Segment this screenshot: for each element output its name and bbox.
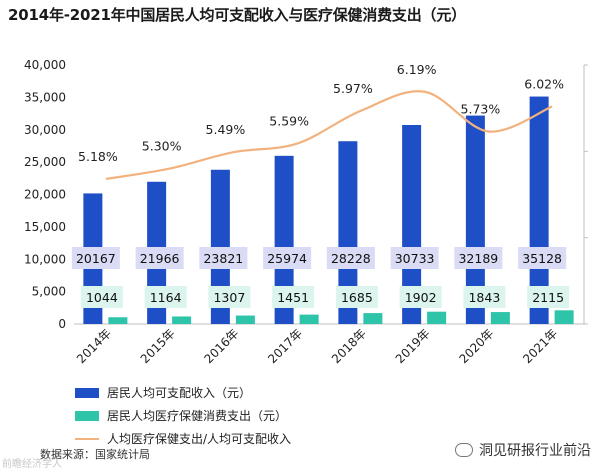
medical-label-box — [144, 286, 187, 308]
x-tick-label: 2021年 — [520, 326, 560, 366]
medical-label-box — [208, 286, 251, 308]
y-tick-label: 35,000 — [24, 90, 66, 104]
y-tick-label: 25,000 — [24, 155, 66, 169]
bar-medical — [172, 316, 192, 324]
medical-value-label: 1044 — [86, 290, 118, 305]
y-tick-label: 5,000 — [32, 285, 66, 299]
income-value-label: 23821 — [203, 251, 243, 266]
bar-income — [338, 141, 358, 324]
income-value-label: 32189 — [458, 251, 498, 266]
bar-income — [274, 155, 294, 324]
income-value-label: 21966 — [140, 251, 180, 266]
medical-value-label: 1902 — [405, 290, 437, 305]
x-tick-label: 2019年 — [393, 326, 433, 366]
income-value-label: 25974 — [267, 251, 307, 266]
ratio-line — [105, 90, 553, 181]
income-value-label: 28228 — [331, 251, 371, 266]
income-label-box — [199, 247, 248, 269]
x-tick-label: 2016年 — [202, 326, 242, 366]
ratio-label: 5.49% — [206, 122, 246, 137]
y-tick-label: 0 — [58, 317, 66, 331]
income-label-box — [263, 247, 312, 269]
income-label-box — [518, 247, 567, 269]
medical-value-label: 1164 — [150, 290, 182, 305]
medical-value-label: 1843 — [468, 290, 500, 305]
income-label-box — [326, 247, 375, 269]
ratio-label: 6.02% — [524, 76, 564, 91]
income-label-box — [135, 247, 184, 269]
medical-value-label: 1307 — [213, 290, 245, 305]
brand: 洞见研报行业前沿 — [455, 440, 591, 460]
chart-legend: 居民人均可支配收入（元） 居民人均医疗保健消费支出（元） 人均医疗保健支出/人均… — [75, 384, 545, 447]
medical-label-box — [527, 286, 570, 308]
bar-income — [210, 169, 230, 324]
ratio-label: 5.59% — [269, 114, 309, 129]
legend-swatch-ratio — [75, 437, 99, 440]
income-value-label: 20167 — [76, 251, 116, 266]
legend-label-medical: 居民人均医疗保健消费支出（元） — [107, 409, 288, 423]
y-tick-label: 15,000 — [24, 220, 66, 234]
income-label-box — [390, 247, 439, 269]
legend-item-ratio: 人均医疗保健支出/人均可支配收入 — [75, 430, 545, 447]
source-note: 数据来源：国家统计局 — [40, 448, 150, 461]
income-value-label: 30733 — [395, 251, 435, 266]
x-tick-label: 2015年 — [138, 326, 178, 366]
x-tick-label: 2018年 — [329, 326, 369, 366]
bar-income — [465, 115, 485, 324]
medical-label-box — [399, 286, 442, 308]
bar-medical — [299, 314, 319, 324]
chat-bubble-icon — [455, 443, 473, 457]
medical-value-label: 1451 — [277, 290, 309, 305]
legend-label-income: 居民人均可支配收入（元） — [107, 386, 252, 400]
medical-label-box — [80, 286, 123, 308]
medical-value-label: 2115 — [532, 290, 564, 305]
income-label-box — [71, 247, 120, 269]
y-tick-label: 30,000 — [24, 123, 66, 137]
medical-label-box — [463, 286, 506, 308]
watermark: 前瞻经济学人 — [2, 459, 62, 470]
medical-value-label: 1685 — [341, 290, 373, 305]
x-tick-label: 2020年 — [457, 326, 497, 366]
ratio-label: 6.19% — [397, 62, 437, 77]
chart-title: 2014年-2021年中国居民人均可支配收入与医疗保健消费支出（元） — [8, 6, 466, 24]
y-tick-label: 40,000 — [24, 58, 66, 72]
legend-label-ratio: 人均医疗保健支出/人均可支配收入 — [107, 432, 292, 446]
bar-income — [402, 125, 422, 325]
ratio-label: 5.30% — [142, 139, 182, 154]
ratio-label: 5.73% — [461, 101, 501, 116]
legend-swatch-income — [75, 387, 99, 398]
bar-medical — [490, 312, 510, 324]
y-tick-label: 20,000 — [24, 188, 66, 202]
ratio-label: 5.18% — [78, 149, 118, 164]
chart-labels: 5.18% 5.30% 5.49% 5.59% 5.97% 6.19% 5.73% 6.02%… — [71, 62, 570, 308]
x-tick-label: 2017年 — [265, 326, 305, 366]
legend-swatch-medical — [75, 410, 99, 421]
bar-medical — [554, 310, 574, 324]
bar-medical — [108, 317, 128, 324]
medical-label-box — [272, 286, 315, 308]
ratio-label: 5.97% — [333, 81, 373, 96]
chart: 0 5,000 10,000 15,000 20,000 25,000 30,000 35,0… — [24, 58, 588, 366]
legend-item-income: 居民人均可支配收入（元） — [75, 384, 343, 401]
income-label-box — [454, 247, 503, 269]
bar-medical — [427, 311, 447, 324]
bar-medical — [363, 313, 383, 324]
legend-item-medical: 居民人均医疗保健消费支出（元） — [75, 407, 287, 424]
brand-label: 洞见研报行业前沿 — [479, 443, 591, 459]
y-tick-label: 10,000 — [24, 252, 66, 266]
bar-medical — [235, 315, 255, 324]
income-value-label: 35128 — [522, 251, 562, 266]
x-tick-label: 2014年 — [74, 326, 114, 366]
medical-label-box — [335, 286, 378, 308]
chart-line — [105, 90, 553, 181]
